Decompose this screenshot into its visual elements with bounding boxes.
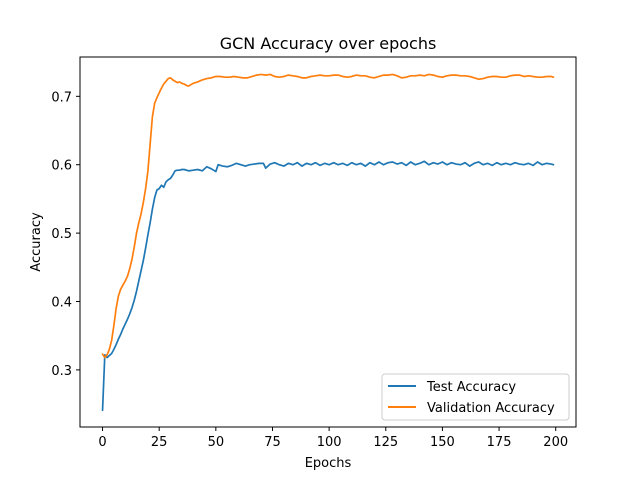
legend: Test Accuracy Validation Accuracy — [381, 373, 570, 421]
x-tick-label: 100 — [317, 435, 342, 450]
plot-area — [79, 56, 577, 428]
legend-label-validation-accuracy: Validation Accuracy — [427, 401, 555, 416]
x-tick-label: 75 — [264, 435, 281, 450]
x-tick-label: 175 — [487, 435, 512, 450]
y-tick-label: 0.5 — [51, 227, 72, 242]
x-tick-label: 0 — [98, 435, 106, 450]
series-line-validation-accuracy — [101, 73, 555, 359]
series-layer — [101, 73, 555, 412]
x-axis: 0 25 50 75 100 125 150 175 200 — [98, 427, 568, 450]
legend-label-test-accuracy: Test Accuracy — [426, 380, 516, 395]
chart-title: GCN Accuracy over epochs — [220, 34, 437, 53]
plot-frame — [79, 56, 577, 428]
x-axis-label: Epochs — [305, 456, 352, 471]
y-axis: 0.3 0.4 0.5 0.6 0.7 — [51, 90, 80, 379]
y-tick-label: 0.6 — [51, 159, 72, 174]
y-tick-label: 0.7 — [51, 90, 72, 105]
x-tick-label: 50 — [208, 435, 225, 450]
x-tick-label: 25 — [151, 435, 168, 450]
y-axis-label: Accuracy — [29, 212, 44, 272]
series-line-test-accuracy — [101, 160, 555, 412]
x-tick-label: 200 — [543, 435, 568, 450]
y-tick-label: 0.3 — [51, 364, 72, 379]
x-tick-label: 150 — [430, 435, 455, 450]
plot-background — [80, 57, 576, 427]
y-tick-label: 0.4 — [51, 296, 72, 311]
legend-box — [381, 373, 570, 421]
x-tick-label: 125 — [373, 435, 398, 450]
